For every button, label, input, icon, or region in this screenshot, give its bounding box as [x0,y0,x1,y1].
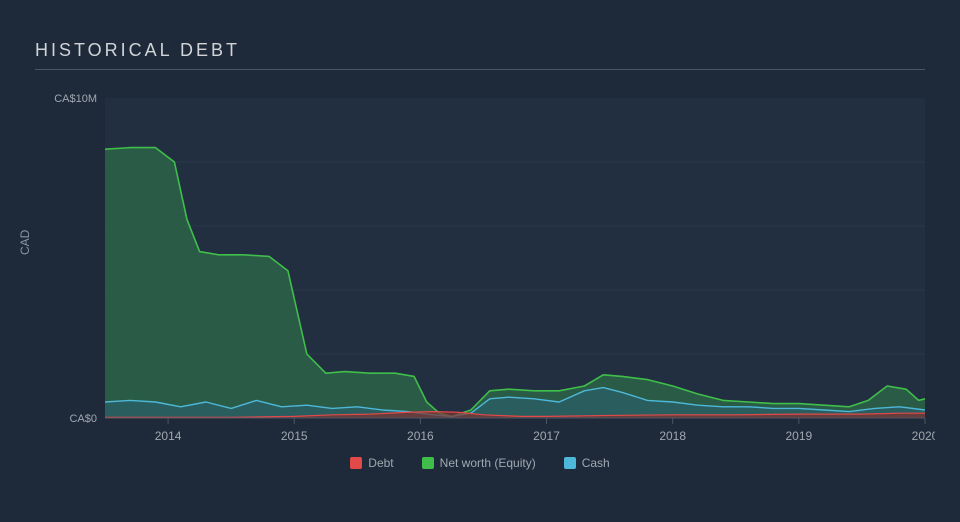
x-tick-label: 2019 [785,429,812,443]
legend-label: Debt [368,456,393,470]
chart-title: HISTORICAL DEBT [35,40,925,70]
legend-swatch [422,457,434,469]
legend-label: Cash [582,456,610,470]
legend-item: Debt [350,456,393,470]
legend-swatch [564,457,576,469]
x-tick-label: 2014 [155,429,182,443]
y-tick-label: CA$0 [69,413,97,425]
x-tick-label: 2017 [533,429,560,443]
x-tick-label: 2020 [912,429,935,443]
chart-area: CAD CA$0CA$10M20142015201620172018201920… [35,88,925,468]
legend-label: Net worth (Equity) [440,456,536,470]
historical-debt-chart: CA$0 CA$10M 2014 2015 2016 2017 2018 2019 2020 [35,88,935,448]
x-tick-label: 2018 [659,429,686,443]
chart-legend: Debt Net worth (Equity) Cash [35,456,925,470]
x-tick-label: 2016 [407,429,434,443]
legend-item: Cash [564,456,610,470]
y-tick-label: CA$10M [54,93,97,105]
y-axis-title: CAD [18,230,32,255]
x-tick-label: 2015 [281,429,308,443]
legend-item: Net worth (Equity) [422,456,536,470]
legend-swatch [350,457,362,469]
